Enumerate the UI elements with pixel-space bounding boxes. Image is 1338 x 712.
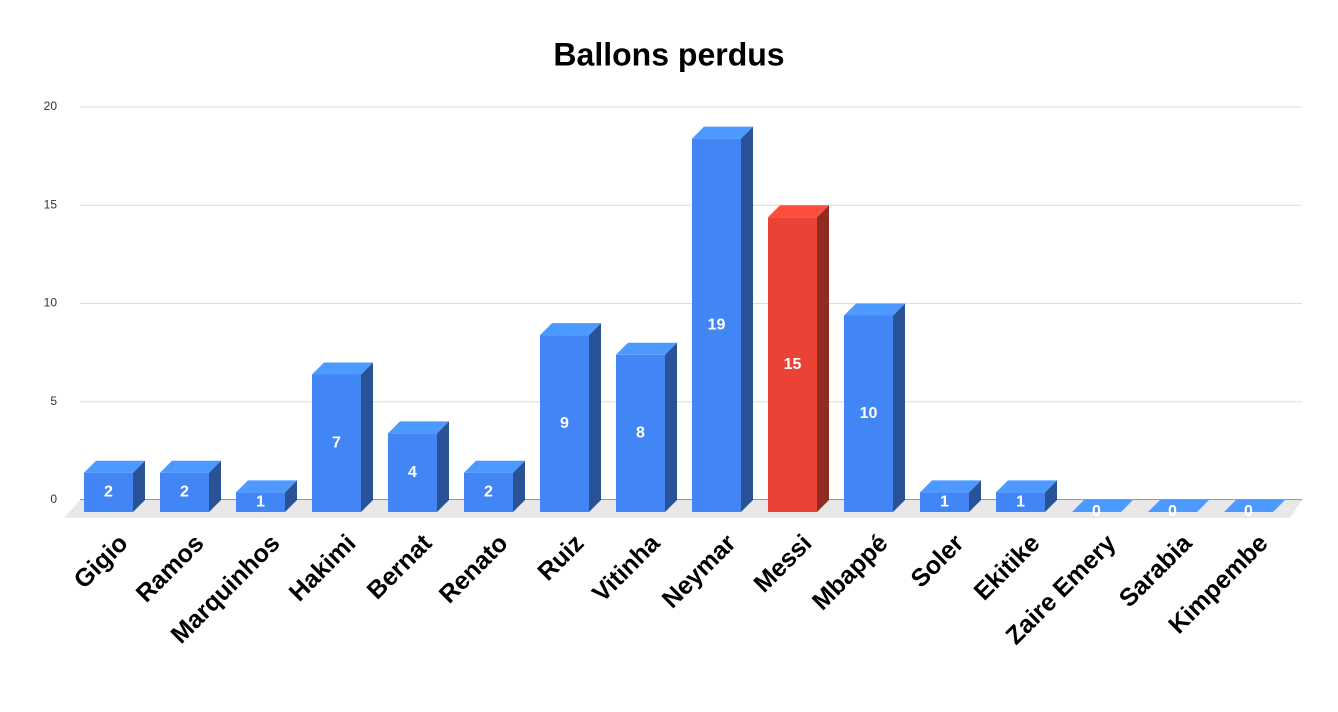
bar-top — [1072, 500, 1133, 512]
value-label: 2 — [484, 484, 493, 501]
bar-side — [209, 460, 221, 512]
value-label: 8 — [636, 425, 645, 442]
x-tick-label: Vitinha — [587, 528, 666, 607]
y-tick-label: 20 — [44, 99, 58, 113]
value-label: 1 — [940, 493, 949, 510]
bar-side — [665, 342, 677, 512]
value-label: 0 — [1168, 503, 1177, 520]
value-label: 19 — [708, 317, 726, 334]
x-tick-label: Bernat — [362, 529, 438, 605]
bar-top — [84, 460, 145, 473]
bar-side — [133, 460, 145, 512]
bar-side — [513, 460, 525, 512]
y-tick-label: 10 — [44, 296, 58, 310]
y-tick-label: 0 — [50, 492, 57, 506]
bar-front — [768, 217, 817, 512]
x-tick-label: Ruiz — [532, 529, 589, 586]
bar-side — [589, 323, 601, 512]
value-label: 7 — [332, 434, 341, 451]
value-label: 2 — [104, 484, 113, 501]
bar-front — [540, 335, 589, 512]
y-tick-label: 15 — [44, 197, 58, 211]
value-label: 2 — [180, 484, 189, 501]
x-tick-label: Neymar — [657, 529, 742, 614]
bar-top — [464, 460, 525, 473]
bar-top — [160, 460, 221, 473]
x-tick-label: Gigio — [68, 529, 133, 594]
bar-side — [437, 421, 449, 512]
bar-front — [464, 472, 513, 512]
value-label: 1 — [1016, 493, 1025, 510]
x-tick-label: Mbappé — [807, 529, 894, 616]
bar-front — [312, 374, 361, 512]
bar-top — [388, 421, 449, 434]
floor — [64, 500, 1302, 518]
bar-side — [741, 126, 753, 513]
bar-top — [692, 126, 753, 139]
bar-front — [616, 354, 665, 512]
bar-top — [996, 480, 1057, 493]
bar-front — [84, 472, 133, 512]
x-tick-label: Hakimi — [284, 529, 362, 607]
bar-top — [616, 342, 677, 355]
x-tick-label: Messi — [748, 529, 817, 598]
x-tick-label: Renato — [434, 529, 514, 609]
bar-front — [844, 315, 893, 512]
bar-top — [312, 362, 373, 375]
bar-top — [1148, 500, 1209, 512]
y-tick-label: 5 — [50, 394, 57, 408]
value-label: 0 — [1092, 503, 1101, 520]
bar-front — [996, 492, 1045, 512]
bar-top — [540, 323, 601, 336]
bar-front — [920, 492, 969, 512]
value-label: 0 — [1244, 503, 1253, 520]
bar-top — [844, 303, 905, 316]
bar-top — [1224, 500, 1285, 512]
bar-side — [285, 480, 297, 512]
value-label: 4 — [408, 464, 417, 481]
bar-side — [361, 362, 373, 512]
chart-title: Ballons perdus — [553, 36, 784, 72]
x-tick-label: Ekitike — [969, 529, 1046, 606]
bar-top — [920, 480, 981, 493]
bar-side — [1045, 480, 1057, 512]
value-label: 1 — [256, 493, 265, 510]
bar-front — [236, 492, 285, 512]
bar-side — [893, 303, 905, 512]
bar-top — [236, 480, 297, 493]
bar-side — [969, 480, 981, 512]
value-label: 9 — [560, 415, 569, 432]
bar-top — [768, 205, 829, 218]
bar-front — [692, 138, 741, 512]
x-tick-label: Soler — [905, 529, 969, 593]
bar-front — [160, 472, 209, 512]
bar-front — [388, 433, 437, 512]
bar-side — [817, 205, 829, 512]
value-label: 15 — [784, 356, 802, 373]
value-label: 10 — [860, 405, 878, 422]
